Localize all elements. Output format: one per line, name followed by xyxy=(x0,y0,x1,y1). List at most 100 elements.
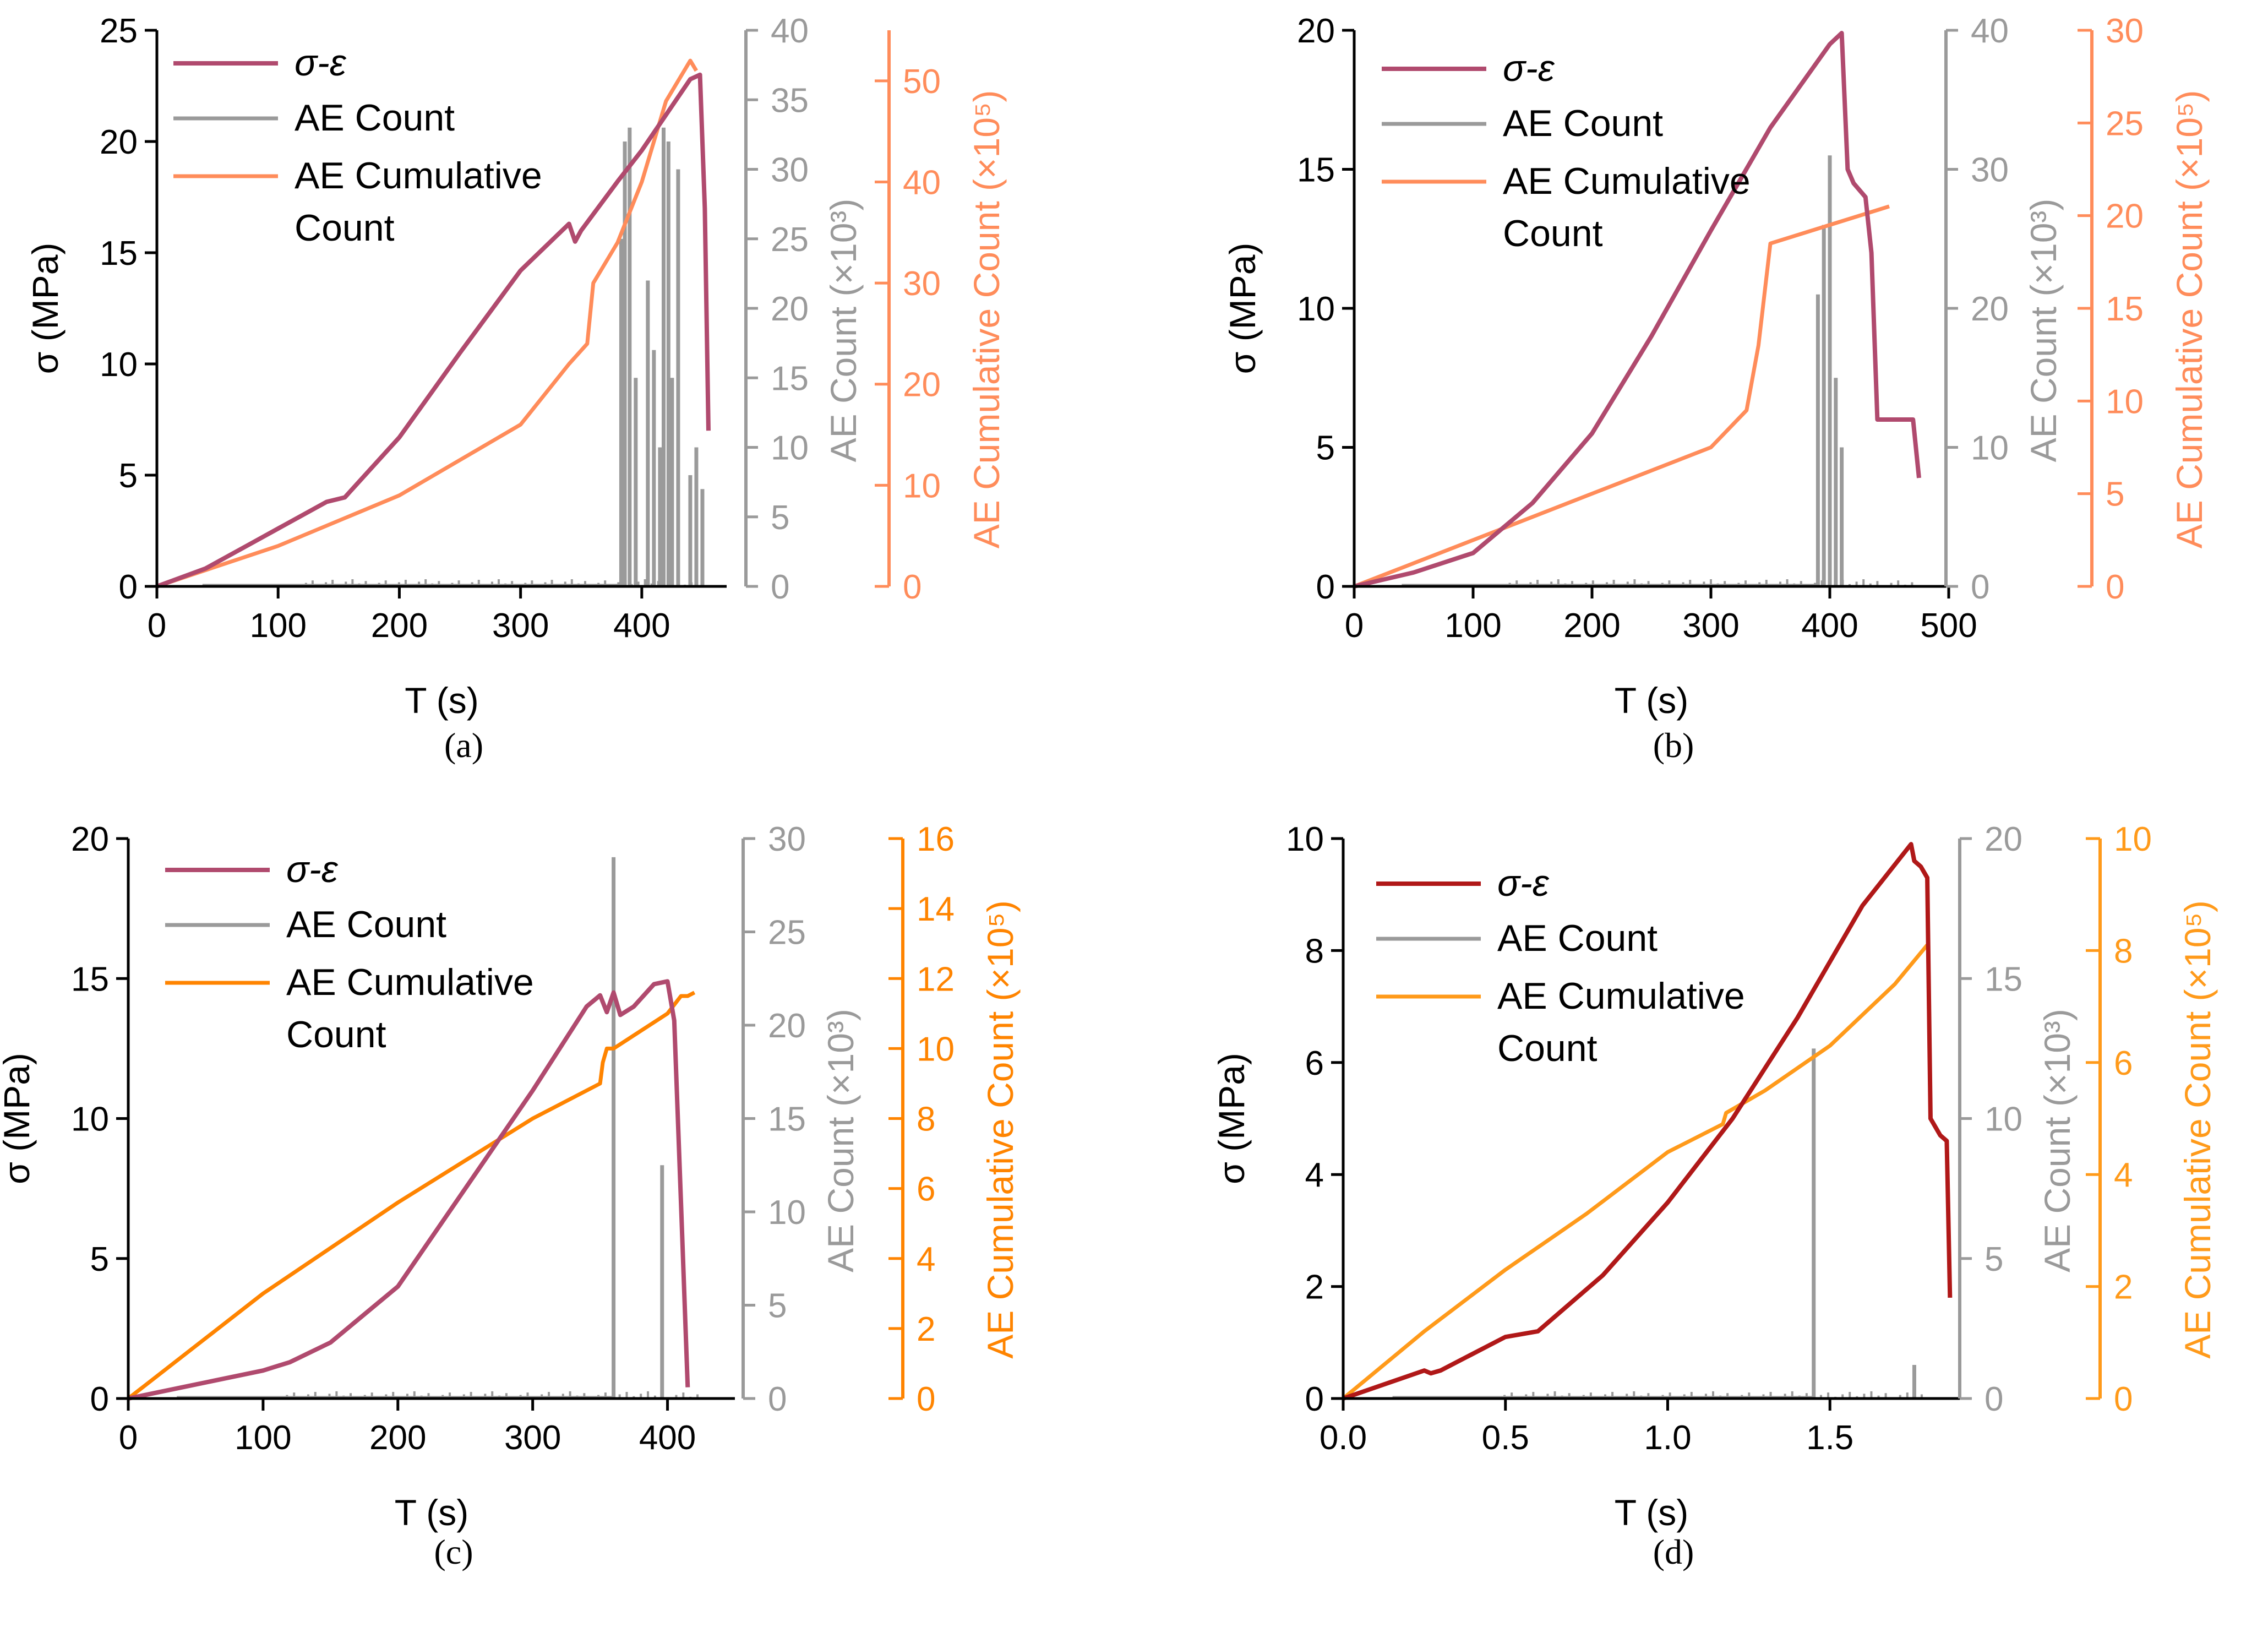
y3-tick-label: 4 xyxy=(2114,1156,2133,1194)
chart-panel-b: 0 100 200 300 400 500051015200102030400510152… xyxy=(1222,12,2210,765)
y3-axis-title: AE Cumulative Count (×10⁵) xyxy=(2169,90,2210,549)
legend-label-count: AE Count xyxy=(1503,102,1663,144)
x-axis-title: T (s) xyxy=(1615,1492,1688,1533)
legend-label-stress: σ-ε xyxy=(286,848,339,890)
y3-tick-label: 40 xyxy=(903,164,941,202)
y-axis-title: σ (MPa) xyxy=(0,1053,37,1184)
x-tick-label: 100 xyxy=(249,607,306,645)
y-tick-label: 20 xyxy=(1297,12,1335,50)
y2-tick-label: 10 xyxy=(1971,429,2009,467)
legend-label-count: AE Count xyxy=(286,904,446,945)
x-tick-label: 100 xyxy=(1444,607,1501,645)
y2-tick-label: 40 xyxy=(1971,12,2009,50)
y3-tick-label: 30 xyxy=(2106,12,2144,50)
y2-tick-label: 20 xyxy=(771,290,809,328)
x-tick-label: 500 xyxy=(1920,607,1977,645)
legend-label-cumulative-1: AE Cumulative xyxy=(286,961,534,1003)
y3-tick-label: 8 xyxy=(917,1101,935,1139)
y3-tick-label: 0 xyxy=(917,1380,935,1418)
y3-tick-label: 4 xyxy=(917,1240,935,1278)
stress-strain-line xyxy=(156,72,711,589)
y-tick-label: 0 xyxy=(119,568,138,606)
x-tick-label: 400 xyxy=(639,1419,696,1457)
y3-tick-label: 50 xyxy=(903,63,941,101)
y-tick-label: 6 xyxy=(1305,1044,1324,1082)
y-tick-label: 10 xyxy=(100,346,138,384)
y2-tick-label: 30 xyxy=(768,820,806,858)
y3-tick-label: 10 xyxy=(903,467,941,505)
y3-axis-title: AE Cumulative Count (×10⁵) xyxy=(2177,900,2218,1359)
x-tick-label: 0 xyxy=(148,607,166,645)
y3-tick-label: 5 xyxy=(2106,476,2124,514)
x-tick-label: 200 xyxy=(371,607,428,645)
legend-label-stress: σ-ε xyxy=(1497,862,1550,904)
stress-strain-line xyxy=(128,979,690,1401)
y2-tick-label: 15 xyxy=(768,1101,806,1139)
y3-tick-label: 0 xyxy=(903,568,922,606)
y-tick-label: 0 xyxy=(1316,568,1335,606)
y3-tick-label: 14 xyxy=(917,890,955,928)
y3-tick-label: 0 xyxy=(2114,1380,2133,1418)
y2-tick-label: 20 xyxy=(768,1007,806,1045)
y2-axis-title: AE Count (×10³) xyxy=(2037,1009,2078,1272)
x-tick-label: 1.0 xyxy=(1644,1419,1691,1457)
y2-tick-label: 20 xyxy=(1971,290,2009,328)
y2-tick-label: 30 xyxy=(771,151,809,189)
y2-tick-label: 15 xyxy=(1984,960,2022,998)
y-tick-label: 25 xyxy=(100,12,138,50)
y-tick-label: 15 xyxy=(1297,151,1335,189)
x-axis-title: T (s) xyxy=(1615,680,1688,721)
chart-panel-c: 0 100 200 300 400051015200510152025300246810… xyxy=(0,820,1021,1571)
y2-tick-label: 20 xyxy=(1984,820,2022,858)
y3-tick-label: 2 xyxy=(917,1310,935,1348)
y2-tick-label: 0 xyxy=(768,1380,787,1418)
y2-tick-label: 10 xyxy=(1984,1101,2022,1139)
x-tick-label: 0.0 xyxy=(1320,1419,1367,1457)
x-axis-title: T (s) xyxy=(395,1492,468,1533)
y3-tick-label: 10 xyxy=(2114,820,2152,858)
legend-label-cumulative-2: Count xyxy=(295,207,395,249)
y3-tick-label: 6 xyxy=(2114,1044,2133,1082)
legend-label-cumulative-2: Count xyxy=(286,1014,386,1055)
y-tick-label: 20 xyxy=(71,820,109,858)
y3-tick-label: 20 xyxy=(2106,198,2144,236)
x-tick-label: 300 xyxy=(1682,607,1739,645)
y-axis-title: σ (MPa) xyxy=(1211,1053,1252,1184)
y3-tick-label: 10 xyxy=(2106,383,2144,421)
y2-tick-label: 5 xyxy=(771,499,789,537)
y-tick-label: 2 xyxy=(1305,1269,1324,1307)
x-tick-label: 200 xyxy=(1563,607,1620,645)
x-tick-label: 0 xyxy=(1345,607,1364,645)
y3-tick-label: 8 xyxy=(2114,932,2133,970)
legend-label-cumulative-1: AE Cumulative xyxy=(1503,160,1751,202)
y-tick-label: 10 xyxy=(1297,290,1335,328)
y-tick-label: 20 xyxy=(100,123,138,161)
y3-tick-label: 30 xyxy=(903,265,941,303)
y2-tick-label: 15 xyxy=(771,360,809,398)
x-tick-label: 0.5 xyxy=(1482,1419,1529,1457)
y3-tick-label: 20 xyxy=(903,366,941,404)
y3-tick-label: 12 xyxy=(917,960,955,998)
x-tick-label: 300 xyxy=(504,1419,561,1457)
x-tick-label: 400 xyxy=(613,607,670,645)
ae-cumulative-line xyxy=(1342,943,1929,1400)
y-axis-title: σ (MPa) xyxy=(1222,243,1263,374)
panel-label: (c) xyxy=(434,1532,473,1571)
y2-tick-label: 10 xyxy=(768,1194,806,1232)
legend-label-cumulative-2: Count xyxy=(1497,1027,1598,1069)
stress-strain-line xyxy=(1354,31,1921,589)
x-axis-title: T (s) xyxy=(405,680,478,721)
chart-panel-a: 0 100 200 300 400051015202505101520253035400… xyxy=(25,12,1007,765)
legend-label-cumulative-1: AE Cumulative xyxy=(295,155,542,197)
y-tick-label: 0 xyxy=(1305,1380,1324,1418)
chart-panel-d: 0.0 0.5 1.0 1.5 0 2 4 6 8 10 0 5 10 15 20 0 2 4 6 8 10 T (s) σ… xyxy=(1211,820,2218,1571)
y-tick-label: 8 xyxy=(1305,932,1324,970)
y3-tick-label: 16 xyxy=(917,820,955,858)
y2-tick-label: 0 xyxy=(1971,568,1989,606)
panel-label: (d) xyxy=(1653,1532,1694,1571)
x-tick-label: 300 xyxy=(492,607,549,645)
legend-label-count: AE Count xyxy=(295,97,455,139)
y-axis-title: σ (MPa) xyxy=(25,243,66,374)
panel-label: (b) xyxy=(1653,726,1694,765)
y-tick-label: 10 xyxy=(1286,820,1324,858)
